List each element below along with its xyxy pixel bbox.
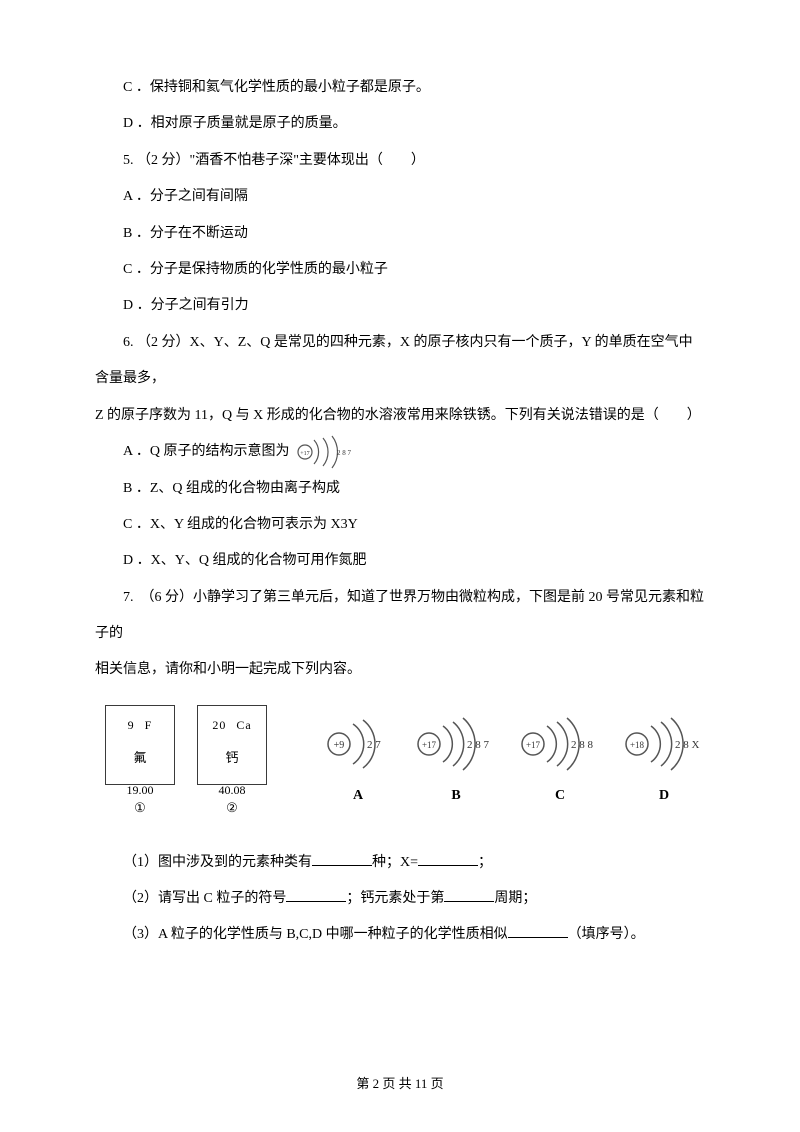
q6-b: B ．Z、Q 组成的化合物由离子构成 <box>95 471 705 507</box>
q5-b: B ．分子在不断运动 <box>95 216 705 252</box>
q7-sub3: （3）A 粒子的化学性质与 B,C,D 中哪一种粒子的化学性质相似 （填序号）。 <box>95 917 705 953</box>
ca-mass: 40.08 <box>219 775 246 806</box>
q6-line2: Z 的原子序数为 11，Q 与 X 形成的化合物的水溶液常用来除铁锈。下列有关说… <box>95 398 705 434</box>
a-center: +9 <box>334 740 345 751</box>
q-option-c: C ．保持铜和氦气化学性质的最小粒子都是原子。 <box>95 70 705 106</box>
q5-stem: 5. （2 分）"酒香不怕巷子深"主要体现出（ ） <box>95 143 705 179</box>
element-card-ca: 20 Ca 钙 40.08 <box>197 705 267 785</box>
c-shells: 2 8 8 <box>571 739 594 751</box>
element-card-f: 9 F 氟 19.00 <box>105 705 175 785</box>
blank-input[interactable] <box>444 887 494 902</box>
q6-a: A ．Q 原子的结构示意图为 +17 2 8 7 <box>95 434 705 471</box>
q7-sub2: （2）请写出 C 粒子的符号 ；钙元素处于第 周期； <box>95 881 705 917</box>
blank-input[interactable] <box>286 887 346 902</box>
c-center: +17 <box>526 740 541 750</box>
b-label: B <box>451 778 460 814</box>
page: C ．保持铜和氦气化学性质的最小粒子都是原子。 D ．相对原子质量就是原子的质量… <box>0 0 800 994</box>
blank-input[interactable] <box>508 923 568 938</box>
ca-name: 钙 <box>225 741 238 775</box>
page-footer: 第 2 页 共 11 页 <box>0 1073 800 1092</box>
q7-sub2c: 周期； <box>494 891 536 906</box>
d-label: D <box>659 778 669 814</box>
atom-b: +17 2 8 7 B <box>415 716 497 814</box>
d-shells: 2 8 X <box>675 739 700 751</box>
q6-a-text: A ．Q 原子的结构示意图为 <box>123 444 289 459</box>
q7-line1: 7. （6 分）小静学习了第三单元后，知道了世界万物由微粒构成，下图是前 20 … <box>95 580 705 653</box>
q7-sub2b: ；钙元素处于第 <box>346 891 444 906</box>
b-center: +17 <box>422 740 437 750</box>
figure-row: 9 F 氟 19.00 ① 20 Ca 钙 40.08 ② <box>105 705 705 825</box>
q5-c: C ．分子是保持物质的化学性质的最小粒子 <box>95 252 705 288</box>
q-option-d: D ．相对原子质量就是原子的质量。 <box>95 106 705 142</box>
f-sym: F <box>145 710 153 741</box>
q7-sub1: （1）图中涉及到的元素种类有 种；X= ； <box>95 845 705 881</box>
q6-line1: 6. （2 分）X、Y、Z、Q 是常见的四种元素，X 的原子核内只有一个质子，Y… <box>95 325 705 398</box>
f-name: 氟 <box>133 741 146 775</box>
atom-a: +9 2 7 A <box>323 716 393 814</box>
atom-c: +17 2 8 8 C <box>519 716 601 814</box>
atom-diagram-inline: +17 2 8 7 <box>297 434 357 470</box>
q7-sub3a: （3）A 粒子的化学性质与 B,C,D 中哪一种粒子的化学性质相似 <box>123 927 508 942</box>
f-mass: 19.00 <box>127 775 154 806</box>
f-num: 9 <box>128 710 135 741</box>
element-card-f-wrap: 9 F 氟 19.00 ① <box>105 705 175 825</box>
q7-sub1c: ； <box>478 855 492 870</box>
blank-input[interactable] <box>418 851 478 866</box>
inline-center: +17 <box>300 451 309 457</box>
d-center: +18 <box>630 740 645 750</box>
q7-sub3b: （填序号）。 <box>568 927 645 942</box>
element-card-ca-wrap: 20 Ca 钙 40.08 ② <box>197 705 267 825</box>
q7-sub2a: （2）请写出 C 粒子的符号 <box>123 891 286 906</box>
q7-line2: 相关信息，请你和小明一起完成下列内容。 <box>95 652 705 688</box>
a-shells: 2 7 <box>367 739 381 751</box>
q7-sub1a: （1）图中涉及到的元素种类有 <box>123 855 312 870</box>
q7-sub1b: 种；X= <box>372 855 418 870</box>
blank-input[interactable] <box>312 851 372 866</box>
a-label: A <box>353 778 363 814</box>
atom-d: +18 2 8 X D <box>623 716 705 814</box>
q6-c: C ．X、Y 组成的化合物可表示为 X3Y <box>95 507 705 543</box>
inline-shells: 2 8 7 <box>337 449 352 457</box>
q5-d: D ．分子之间有引力 <box>95 288 705 324</box>
q6-d: D ．X、Y、Q 组成的化合物可用作氮肥 <box>95 543 705 579</box>
ca-sym: Ca <box>236 710 251 741</box>
c-label: C <box>555 778 565 814</box>
b-shells: 2 8 7 <box>467 739 490 751</box>
q5-a: A ．分子之间有间隔 <box>95 179 705 215</box>
ca-num: 20 <box>212 710 226 741</box>
